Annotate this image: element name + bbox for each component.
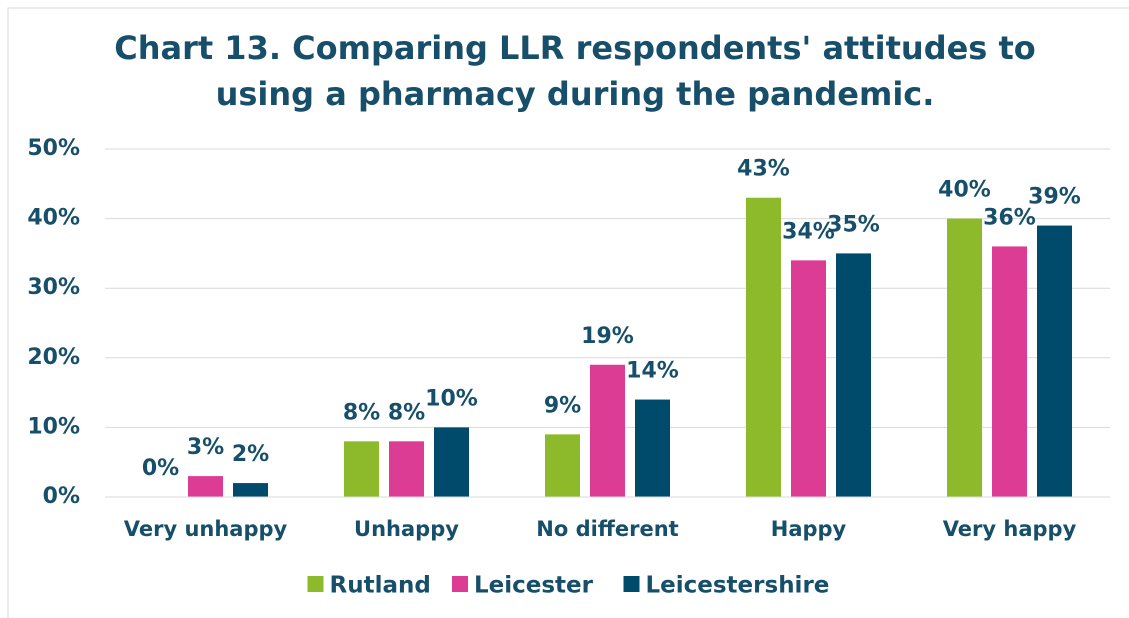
y-tick-label: 50% [27, 136, 80, 161]
x-tick-label: Happy [771, 517, 847, 541]
legend-swatch [452, 576, 468, 592]
x-tick-label: No different [536, 517, 678, 541]
value-label: 19% [581, 324, 634, 349]
legend-label: Rutland [330, 573, 431, 599]
x-tick-label: Very happy [943, 517, 1077, 541]
bar [434, 427, 469, 497]
chart-subtitle: using a pharmacy during the pandemic. [216, 75, 935, 113]
value-label: 3% [187, 435, 224, 460]
bar [746, 197, 781, 497]
y-tick-label: 10% [27, 414, 80, 439]
value-label: 10% [425, 386, 478, 411]
value-label: 14% [626, 359, 679, 384]
bar [791, 260, 826, 497]
legend-label: Leicestershire [646, 573, 830, 599]
bar [635, 399, 670, 497]
bar [992, 246, 1027, 497]
legend-swatch [307, 576, 324, 592]
value-label: 8% [343, 400, 380, 425]
bar [389, 441, 424, 497]
value-label: 34% [782, 219, 835, 244]
bar [836, 253, 871, 497]
value-label: 39% [1028, 185, 1081, 210]
legend-swatch [623, 576, 640, 592]
chart-frame [7, 7, 1129, 618]
bar [188, 476, 223, 497]
value-label: 43% [737, 157, 790, 182]
y-tick-label: 30% [27, 275, 80, 300]
chart-title: Chart 13. Comparing LLR respondents' att… [114, 29, 1036, 67]
value-label: 9% [544, 393, 581, 418]
value-label: 2% [232, 442, 269, 467]
value-label: 36% [983, 205, 1036, 230]
bar [1037, 225, 1072, 497]
bar [590, 364, 625, 497]
value-label: 40% [938, 178, 991, 203]
bar [545, 434, 580, 497]
bar [947, 218, 982, 497]
y-tick-label: 20% [27, 345, 80, 370]
value-label: 0% [142, 456, 179, 481]
value-label: 35% [827, 212, 880, 237]
x-tick-label: Very unhappy [124, 517, 288, 541]
y-tick-label: 40% [27, 206, 80, 231]
bar [344, 441, 379, 497]
value-label: 8% [388, 400, 425, 425]
x-tick-label: Unhappy [354, 517, 459, 541]
y-tick-label: 0% [43, 484, 80, 509]
legend-label: Leicester [474, 573, 594, 599]
bar [233, 483, 268, 497]
